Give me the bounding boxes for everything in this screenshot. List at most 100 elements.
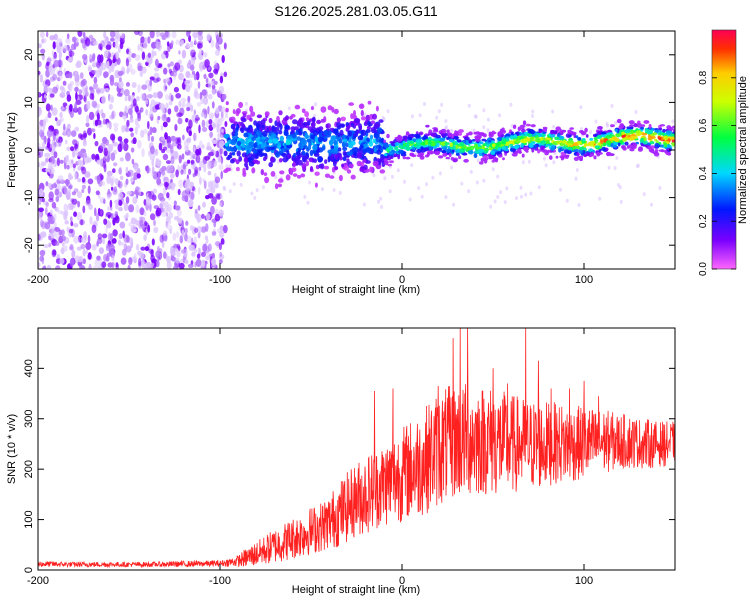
spectrogram-cell [181,220,184,229]
spectrogram-cell [484,148,490,151]
spectrogram-cell [393,153,398,158]
spectrogram-cell [223,71,228,78]
spectrogram-cell [42,197,45,203]
spectrogram-cell [119,157,124,162]
spectrogram-cell [295,155,301,161]
spectrogram-cell [197,232,201,239]
spectrogram-cell [69,257,75,267]
spectrogram-cell [55,241,60,246]
spectrogram-cell [546,149,552,153]
spectrogram-cell [488,139,492,143]
spectrogram-cell [71,198,78,205]
spectrogram-cell [201,144,205,149]
spectrogram-cell [64,245,68,252]
spectrogram-cell [165,102,169,109]
spectrogram-cell [497,141,502,146]
spectrogram-y-tick-label: -10 [23,190,35,206]
spectrogram-cell [184,180,190,190]
spectrogram-cell [86,100,91,110]
spectrogram-cell [200,97,204,105]
spectrogram-cell [187,263,194,268]
spectrogram-cell [509,135,514,140]
spectrogram-cell [599,139,604,144]
spectrogram-cell [558,135,565,140]
spectrogram-cell [121,248,127,256]
spectrogram-cell [211,139,218,144]
spectrogram-cell [156,260,160,268]
spectrogram-cell [286,144,293,149]
spectrogram-cell [359,144,364,150]
spectrogram-cell [472,128,476,133]
spectrogram-cell [80,219,83,226]
spectrogram-cell [205,213,211,221]
spectrogram-cell [420,194,424,199]
spectrogram-cell [630,136,636,141]
spectrogram-cell [415,135,421,139]
spectrogram-cell [121,125,125,133]
spectrogram-cell [90,73,94,79]
spectrogram-cell [515,196,518,201]
spectrogram-cell [296,136,302,141]
spectrogram-cell [572,145,577,150]
spectrogram-cell [588,141,592,146]
spectrogram-cell [622,137,627,142]
spectrogram-x-tick-label: -100 [209,274,231,286]
spectrogram-cell [107,143,114,152]
spectrogram-cell [216,194,222,200]
spectrogram-cell [373,125,379,130]
spectrogram-cell [499,190,503,195]
spectrogram-cell [43,37,47,44]
spectrogram-cell [230,158,235,164]
spectrogram-cell [351,147,356,153]
spectrogram-cell [111,261,115,269]
spectrogram-cell [186,107,191,112]
spectrogram-cell [132,98,137,107]
spectrogram-cell [41,161,47,166]
spectrogram-cell [89,216,93,225]
spectrogram-cell [350,174,356,180]
spectrogram-cell [51,107,58,116]
spectrogram-cell [224,121,228,127]
spectrogram-cell [103,218,108,225]
spectrogram-cell [228,164,232,169]
spectrogram-cell [469,169,473,174]
spectrogram-cell [173,265,179,269]
spectrogram-cell [235,167,240,172]
spectrogram-cell [405,156,411,160]
spectrogram-cell [208,112,215,120]
spectrogram-cell [182,134,185,141]
spectrogram-cell [73,223,79,228]
spectrogram-cell [310,106,314,111]
spectrogram-cell [411,154,417,158]
spectrogram-cell [147,120,150,130]
spectrogram-cell [416,148,422,153]
spectrogram-cell [236,140,242,146]
spectrogram-cell [58,71,63,81]
spectrogram-cell [81,86,85,94]
spectrogram-cell [243,132,249,138]
spectrogram-cell [108,103,113,110]
spectrogram-cell [509,129,512,133]
spectrogram-cell [40,48,46,54]
spectrogram-cell [206,142,211,149]
spectrogram-cell [550,146,555,151]
spectrogram-cell [93,220,98,226]
spectrogram-cell [71,36,77,43]
spectrogram-cell [418,113,422,118]
spectrogram-cell [66,128,72,138]
spectrogram-cell [509,102,513,107]
spectrogram-cell [287,106,291,111]
spectrogram-cell [225,142,229,147]
spectrogram-cell [119,175,124,181]
spectrogram-cell [667,151,672,156]
spectrogram-cell [454,135,459,140]
spectrogram-cell [110,186,114,191]
spectrogram-cell [158,142,163,151]
spectrogram-cell [83,96,86,102]
spectrogram-cell [186,187,190,197]
spectrogram-cell [136,173,141,179]
spectrogram-cell [66,188,72,195]
spectrogram-cell [55,265,61,269]
spectrogram-cell [207,170,212,176]
spectrogram-cell [247,156,253,163]
